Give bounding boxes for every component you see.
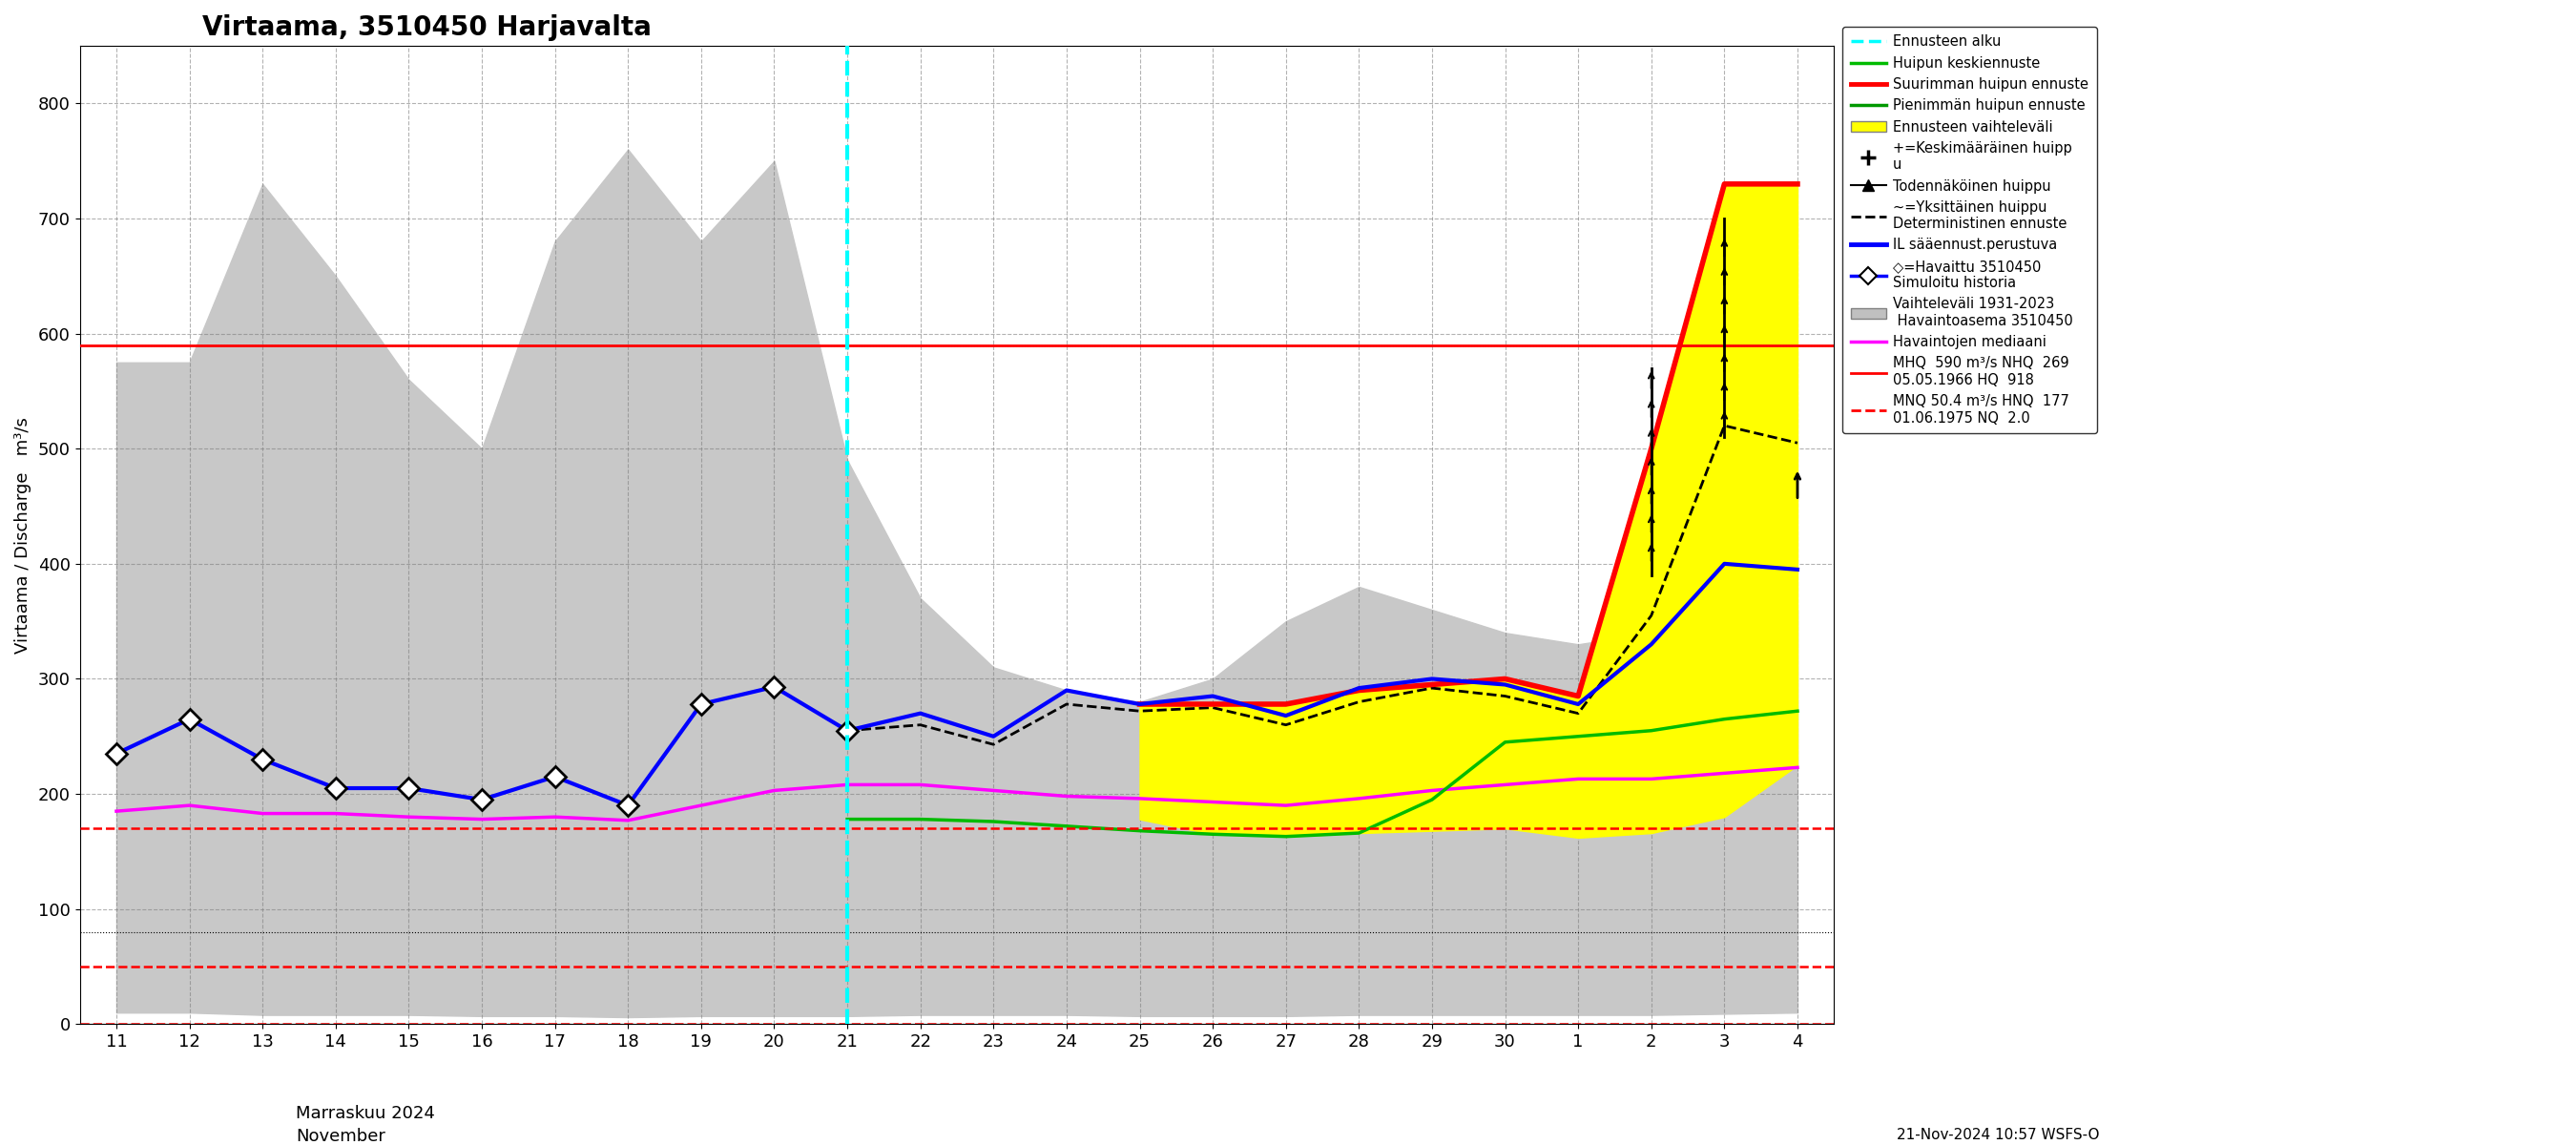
Text: 21-Nov-2024 10:57 WSFS-O: 21-Nov-2024 10:57 WSFS-O bbox=[1896, 1128, 2099, 1143]
Legend: Ennusteen alku, Huipun keskiennuste, Suurimman huipun ennuste, Pienimmän huipun : Ennusteen alku, Huipun keskiennuste, Suu… bbox=[1842, 26, 2097, 434]
Text: November: November bbox=[296, 1128, 386, 1145]
Y-axis label: Virtaama / Discharge   m³/s: Virtaama / Discharge m³/s bbox=[15, 417, 31, 654]
Text: Marraskuu 2024: Marraskuu 2024 bbox=[296, 1105, 435, 1122]
Text: Virtaama, 3510450 Harjavalta: Virtaama, 3510450 Harjavalta bbox=[204, 14, 652, 41]
